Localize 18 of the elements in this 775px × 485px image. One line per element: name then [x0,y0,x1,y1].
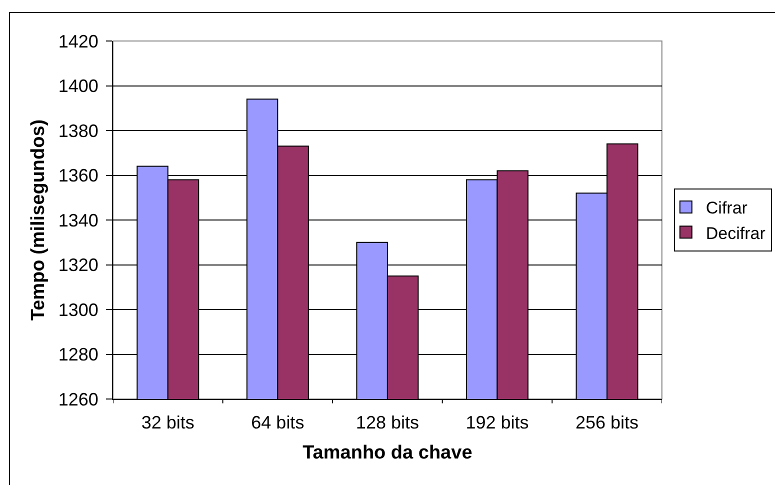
y-tick-label: 1300 [58,300,98,320]
y-axis-title: Tempo (milisegundos) [28,119,50,321]
y-tick-label: 1340 [58,210,98,230]
x-tick-label: 256 bits [575,412,639,433]
x-tick-label: 192 bits [466,412,529,433]
y-tick-label: 1380 [58,120,98,141]
y-tick-label: 1280 [58,344,98,365]
x-axis-title: Tamanho da chave [302,442,472,464]
y-tick-label: 1400 [58,76,98,96]
y-tick-label: 1260 [58,389,98,410]
legend-label: Decifrar [706,224,766,243]
y-tick-label: 1420 [58,31,98,52]
y-tick-label: 1320 [58,255,98,276]
y-tick-label: 1360 [58,166,98,186]
legend-label: Cifrar [706,198,748,218]
x-tick-label: 64 bits [251,412,304,433]
x-tick-label: 128 bits [356,412,419,433]
x-tick-label: 32 bits [141,412,194,433]
